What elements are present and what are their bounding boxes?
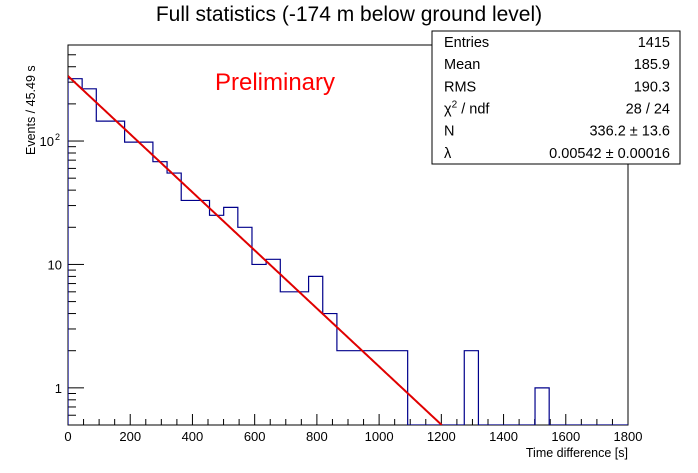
y-axis-title: Events / 45.49 s [24,65,38,155]
x-axis-title: Time difference [s] [526,446,628,460]
x-tick-label: 1000 [365,429,394,444]
x-tick-label: 1800 [614,429,643,444]
stats-label: χ2 / ndf [444,99,490,117]
stats-label: Entries [444,35,489,51]
x-tick-label: 200 [119,429,141,444]
x-tick-label: 400 [182,429,204,444]
x-tick-label: 600 [244,429,266,444]
preliminary-annotation: Preliminary [215,69,335,96]
y-tick-label: 10 [48,257,62,272]
stats-value: 336.2 ± 13.6 [589,124,670,140]
y-tick-label: 1 [55,381,62,396]
x-tick-label: 1600 [551,429,580,444]
histogram-series [68,78,628,425]
stats-box-frame [431,30,681,165]
stats-value: 28 / 24 [626,101,670,117]
stats-label: λ [444,146,452,162]
y-tick-label: 10 [40,134,54,149]
stats-label: N [444,124,454,140]
y-tick-exponent: 2 [55,132,60,142]
x-tick-label: 0 [64,429,71,444]
x-tick-label: 1400 [489,429,518,444]
stats-value: 185.9 [634,57,670,73]
stats-value: 0.00542 ± 0.00016 [549,146,670,162]
stats-value: 190.3 [634,79,670,95]
fit-curve [68,75,443,425]
chart-title: Full statistics (-174 m below ground lev… [156,3,542,26]
stats-label: Mean [444,57,480,73]
stats-label: RMS [444,79,476,95]
stats-box: Entries 1415 Mean 185.9 RMS 190.3 χ2 / ndf 28 /… [431,30,681,165]
x-tick-label: 800 [306,429,328,444]
stats-value: 1415 [638,35,670,51]
x-tick-label: 1200 [427,429,456,444]
